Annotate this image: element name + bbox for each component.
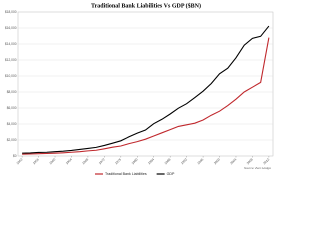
x-tick-label: 1984 xyxy=(147,157,155,165)
background xyxy=(0,0,279,181)
y-tick-label: $12,000 xyxy=(5,58,17,62)
series-line xyxy=(22,25,270,154)
y-tick-label: $6,000 xyxy=(7,106,17,110)
series-line xyxy=(22,37,270,155)
y-tick-label: $2,000 xyxy=(7,138,17,142)
x-tick-label: 1960 xyxy=(48,157,56,165)
x-tick-label: 1996 xyxy=(197,157,205,165)
x-tick-label: 1988 xyxy=(164,157,172,165)
x-tick-label: 1956 xyxy=(32,157,40,165)
y-tick-label: $16,000 xyxy=(5,26,17,30)
source-note: Source: Zero Hedge xyxy=(244,166,271,170)
x-tick-label: 1968 xyxy=(81,157,89,165)
legend-label: GDP xyxy=(167,172,175,176)
x-tick-label: 2004 xyxy=(229,157,237,165)
x-tick-label: 1992 xyxy=(180,157,188,165)
x-tick-label: 1980 xyxy=(131,157,139,165)
x-tick-label: 2000 xyxy=(213,157,221,165)
x-tick-label: 1972 xyxy=(98,157,106,165)
y-tick-label: $8,000 xyxy=(7,90,17,94)
x-tick-label: 2012 xyxy=(262,157,270,165)
y-tick-label: $0 xyxy=(13,154,17,158)
x-tick-label: 1976 xyxy=(114,157,122,165)
y-tick-label: $10,000 xyxy=(5,74,17,78)
legend-label: Traditional Bank Liabilities xyxy=(105,172,147,176)
x-tick-label: 2008 xyxy=(246,157,254,165)
chart-title: Traditional Bank Liabilities Vs GDP ($BN… xyxy=(91,2,201,9)
y-tick-label: $18,000 xyxy=(5,10,17,14)
x-tick-label: 1952 xyxy=(16,157,24,165)
y-tick-label: $4,000 xyxy=(7,122,17,126)
y-tick-label: $14,000 xyxy=(5,42,17,46)
chart: Traditional Bank Liabilities Vs GDP ($BN… xyxy=(0,0,279,181)
x-tick-label: 1964 xyxy=(65,157,73,165)
